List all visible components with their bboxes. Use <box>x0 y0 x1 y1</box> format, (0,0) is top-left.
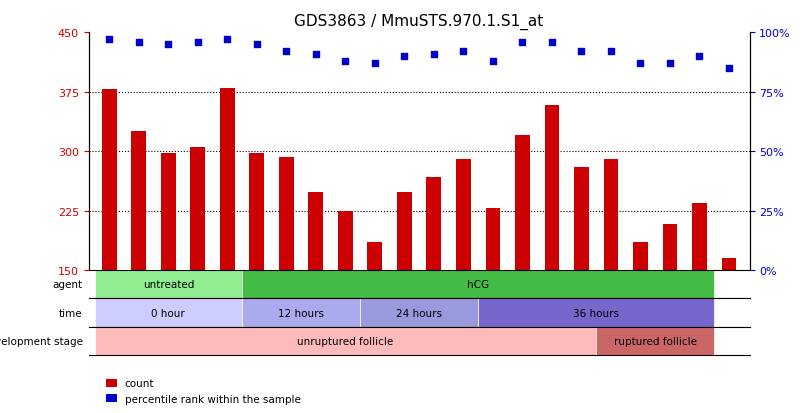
Text: 0 hour: 0 hour <box>152 308 185 318</box>
Bar <box>633 242 648 389</box>
Point <box>634 61 647 67</box>
FancyBboxPatch shape <box>94 271 242 299</box>
FancyBboxPatch shape <box>360 299 478 327</box>
Point <box>132 39 145 46</box>
Text: time: time <box>59 308 83 318</box>
Point <box>546 39 559 46</box>
Text: 12 hours: 12 hours <box>278 308 324 318</box>
Point <box>251 42 264 48</box>
Text: 36 hours: 36 hours <box>573 308 619 318</box>
Bar <box>456 160 471 389</box>
Text: ruptured follicle: ruptured follicle <box>613 336 696 346</box>
Text: 24 hours: 24 hours <box>396 308 442 318</box>
Point <box>604 49 617 55</box>
FancyBboxPatch shape <box>242 299 360 327</box>
Point <box>310 51 322 58</box>
Point <box>457 49 470 55</box>
Text: hCG: hCG <box>467 280 489 290</box>
FancyBboxPatch shape <box>596 327 714 355</box>
Point <box>693 54 706 60</box>
Bar <box>338 211 353 389</box>
Point <box>339 58 351 65</box>
Text: development stage: development stage <box>0 336 83 346</box>
Legend: count, percentile rank within the sample: count, percentile rank within the sample <box>102 374 305 408</box>
Bar <box>397 193 412 389</box>
Title: GDS3863 / MmuSTS.970.1.S1_at: GDS3863 / MmuSTS.970.1.S1_at <box>294 14 544 30</box>
Bar <box>131 132 146 389</box>
Point <box>162 42 175 48</box>
Bar <box>721 259 737 389</box>
Bar <box>368 242 382 389</box>
Point <box>575 49 588 55</box>
FancyBboxPatch shape <box>478 299 714 327</box>
Bar <box>574 168 588 389</box>
Point <box>663 61 676 67</box>
Point <box>427 51 440 58</box>
Point <box>280 49 293 55</box>
Point <box>103 37 116 43</box>
Point <box>221 37 234 43</box>
Point <box>722 65 735 72</box>
Bar <box>190 148 206 389</box>
FancyBboxPatch shape <box>242 271 714 299</box>
Bar <box>426 178 441 389</box>
Point <box>516 39 529 46</box>
Bar <box>663 225 677 389</box>
Text: unruptured follicle: unruptured follicle <box>297 336 393 346</box>
Bar <box>692 203 707 389</box>
Bar <box>250 153 264 389</box>
Text: untreated: untreated <box>143 280 194 290</box>
Point <box>368 61 381 67</box>
Point <box>487 58 500 65</box>
Bar <box>604 160 618 389</box>
Bar <box>220 88 235 389</box>
Point <box>191 39 204 46</box>
FancyBboxPatch shape <box>94 299 242 327</box>
Point <box>398 54 411 60</box>
Bar <box>279 157 293 389</box>
Bar <box>309 193 323 389</box>
Text: agent: agent <box>52 280 83 290</box>
Bar <box>485 209 501 389</box>
Bar <box>102 90 117 389</box>
Bar <box>545 106 559 389</box>
Bar <box>515 136 530 389</box>
FancyBboxPatch shape <box>94 327 596 355</box>
Bar <box>161 153 176 389</box>
